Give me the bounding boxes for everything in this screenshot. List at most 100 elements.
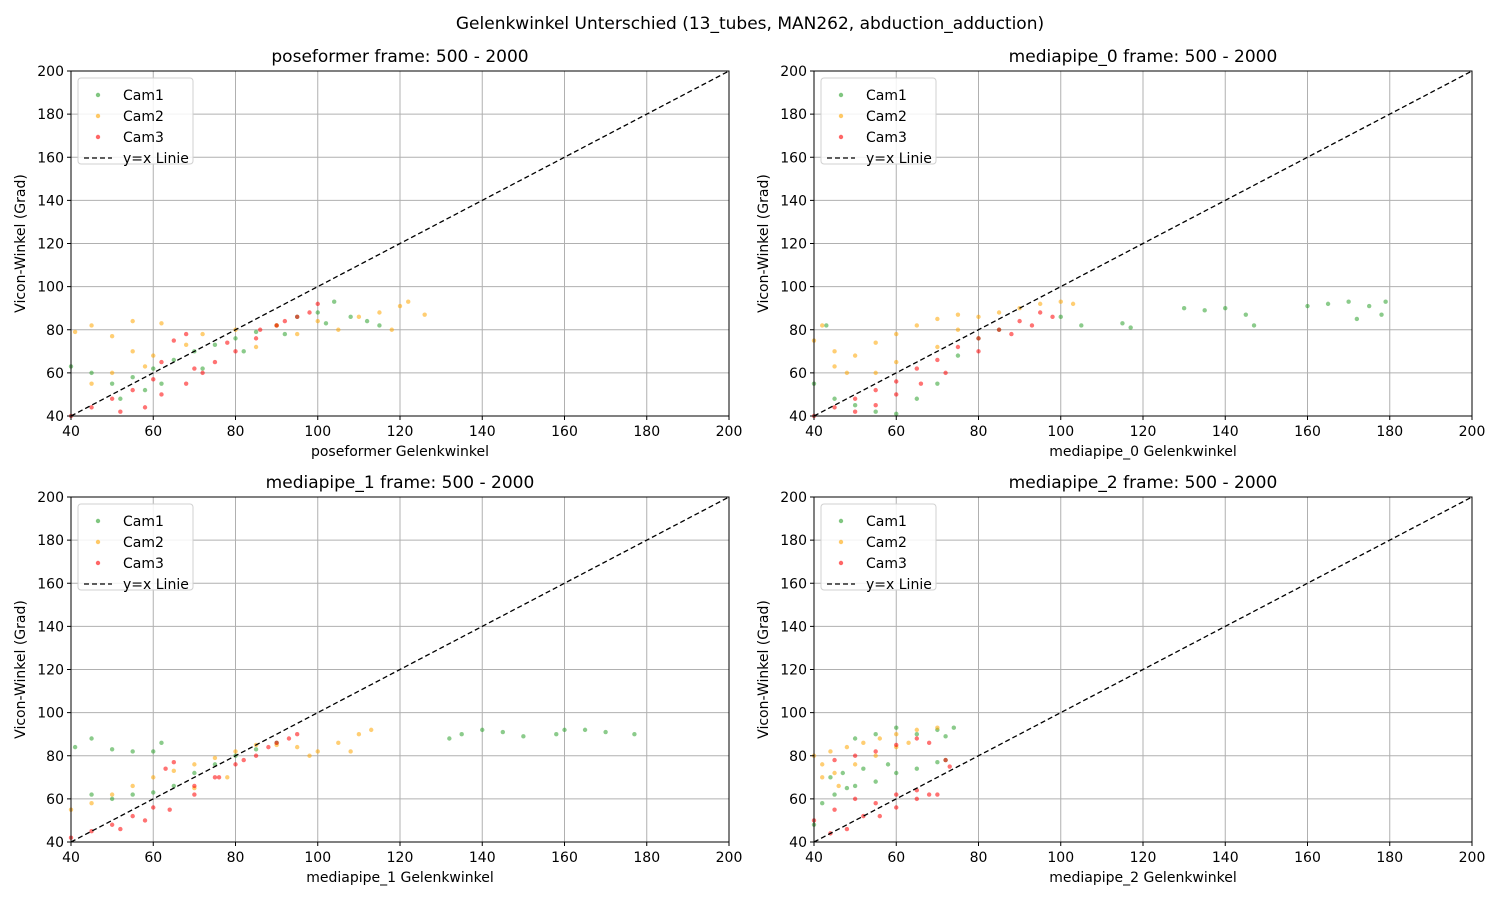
- legend-label: y=x Linie: [866, 577, 932, 593]
- data-point: [836, 783, 841, 789]
- data-point: [183, 381, 189, 386]
- data-point: [951, 725, 957, 730]
- data-point: [947, 764, 952, 769]
- data-point: [1009, 331, 1014, 337]
- legend-label: y=x Linie: [866, 151, 932, 167]
- x-tick-label: 160: [551, 424, 578, 440]
- data-point: [389, 327, 394, 332]
- y-tick-label: 100: [780, 706, 807, 722]
- data-point: [1202, 308, 1207, 313]
- data-point: [820, 775, 825, 780]
- data-point: [233, 762, 238, 767]
- legend-box: [820, 503, 937, 591]
- x-tick-label: 180: [633, 850, 660, 866]
- data-point: [935, 725, 940, 730]
- data-point: [315, 310, 320, 315]
- x-tick-label: 100: [1047, 850, 1074, 866]
- data-point: [192, 783, 197, 789]
- data-point: [885, 762, 891, 767]
- x-axis-label: mediapipe_1 Gelenkwinkel: [306, 870, 494, 886]
- data-point: [562, 727, 567, 733]
- data-point: [253, 753, 259, 758]
- data-point: [820, 800, 825, 806]
- legend-marker: [95, 518, 101, 524]
- data-point: [130, 783, 135, 789]
- data-point: [824, 323, 829, 328]
- data-point: [151, 775, 156, 780]
- data-point: [89, 405, 94, 410]
- data-point: [348, 749, 353, 754]
- data-point: [852, 353, 858, 358]
- x-tick-label: 60: [144, 424, 162, 440]
- data-point: [192, 792, 197, 797]
- data-point: [1070, 301, 1076, 307]
- data-point: [873, 800, 878, 806]
- data-point: [183, 331, 189, 337]
- data-point: [1017, 318, 1022, 324]
- y-tick-label: 80: [46, 749, 64, 765]
- y-tick-label: 120: [37, 663, 64, 679]
- data-point: [935, 357, 940, 363]
- data-point: [926, 740, 932, 746]
- data-point: [1366, 303, 1372, 309]
- x-tick-label: 140: [1212, 424, 1239, 440]
- legend-label: Cam3: [123, 130, 164, 146]
- data-point: [192, 770, 197, 776]
- data-point: [130, 387, 135, 393]
- data-point: [832, 757, 837, 763]
- subplot-3: 40 60 80 100 120 140 160 180 200 40 60 80 100 120 140 1…: [13, 473, 742, 886]
- data-point: [894, 731, 899, 737]
- data-point: [294, 731, 300, 737]
- data-point: [377, 310, 382, 315]
- data-point: [914, 727, 920, 733]
- data-point: [294, 314, 300, 320]
- data-point: [832, 364, 837, 369]
- data-point: [844, 826, 850, 832]
- data-point: [943, 734, 948, 739]
- data-point: [1029, 323, 1035, 328]
- data-point: [521, 734, 526, 739]
- data-point: [603, 729, 608, 735]
- data-point: [171, 760, 177, 765]
- data-point: [926, 792, 932, 797]
- data-point: [253, 747, 259, 752]
- x-tick-label: 140: [469, 850, 496, 866]
- data-point: [820, 323, 825, 328]
- y-tick-label: 140: [37, 193, 64, 209]
- y-tick-label: 140: [780, 619, 807, 635]
- data-point: [935, 792, 940, 797]
- y-tick-label: 120: [780, 663, 807, 679]
- x-tick-label: 120: [387, 850, 414, 866]
- data-point: [852, 403, 858, 408]
- data-point: [976, 349, 981, 354]
- legend-label: Cam3: [866, 556, 907, 572]
- data-point: [500, 729, 506, 735]
- x-tick-label: 100: [304, 424, 331, 440]
- data-point: [935, 316, 940, 322]
- y-tick-label: 60: [46, 366, 64, 382]
- legend-marker: [838, 539, 844, 545]
- y-axis-label: Vicon-Winkel (Grad): [756, 174, 772, 313]
- data-point: [183, 342, 189, 348]
- data-point: [109, 334, 115, 339]
- x-axis-label: mediapipe_2 Gelenkwinkel: [1049, 870, 1237, 886]
- data-point: [422, 312, 427, 317]
- data-point: [828, 749, 833, 754]
- data-point: [89, 323, 94, 328]
- data-point: [212, 342, 218, 348]
- data-point: [142, 405, 148, 410]
- data-point: [109, 792, 115, 797]
- legend-box: [77, 503, 194, 591]
- data-point: [832, 396, 837, 401]
- subplot-2: 40 60 80 100 120 140 160 180 200 40 60 80 100 120 140 1…: [756, 47, 1485, 460]
- data-point: [336, 740, 341, 746]
- x-tick-label: 100: [304, 850, 331, 866]
- data-point: [844, 785, 850, 791]
- data-point: [1058, 314, 1063, 320]
- legend-marker: [95, 113, 101, 119]
- x-tick-label: 80: [227, 424, 245, 440]
- data-point: [212, 755, 218, 761]
- data-point: [192, 762, 197, 767]
- data-point: [935, 381, 940, 386]
- data-point: [151, 353, 156, 358]
